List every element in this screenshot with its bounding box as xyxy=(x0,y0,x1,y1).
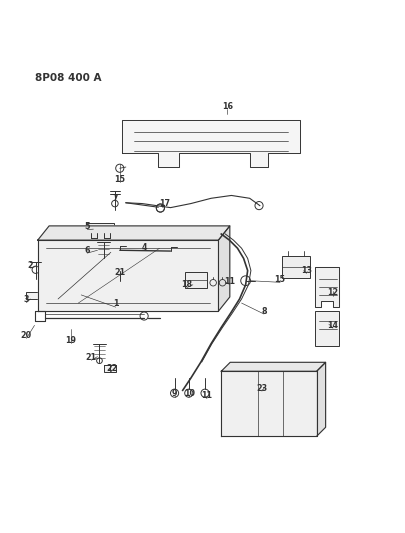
Polygon shape xyxy=(122,120,300,167)
Bar xyxy=(103,365,115,372)
Text: 17: 17 xyxy=(158,199,170,208)
Polygon shape xyxy=(38,226,229,240)
Text: 21: 21 xyxy=(85,353,97,362)
Text: 9: 9 xyxy=(171,389,177,398)
Text: 4: 4 xyxy=(141,243,147,252)
Text: 6: 6 xyxy=(84,246,90,255)
Bar xyxy=(314,311,338,346)
Bar xyxy=(184,272,207,288)
Text: 5: 5 xyxy=(84,222,90,231)
Text: 1: 1 xyxy=(113,300,118,309)
Text: 14: 14 xyxy=(326,321,338,330)
Text: 20: 20 xyxy=(21,331,32,340)
Bar xyxy=(87,223,113,233)
Bar xyxy=(281,255,309,278)
Text: 11: 11 xyxy=(201,391,212,400)
Text: 8: 8 xyxy=(260,306,266,316)
Polygon shape xyxy=(38,240,218,311)
Polygon shape xyxy=(218,226,229,311)
Text: 23: 23 xyxy=(256,384,267,393)
Text: 21: 21 xyxy=(114,269,125,278)
Text: 2: 2 xyxy=(28,261,33,270)
Text: 7: 7 xyxy=(113,194,118,203)
Text: 11: 11 xyxy=(223,277,234,286)
Text: 3: 3 xyxy=(23,295,29,304)
Text: 15: 15 xyxy=(274,275,285,284)
Polygon shape xyxy=(314,266,338,307)
Bar xyxy=(26,293,38,299)
Text: 19: 19 xyxy=(65,336,77,345)
Text: 13: 13 xyxy=(300,266,311,275)
Text: 15: 15 xyxy=(114,175,125,184)
Text: 12: 12 xyxy=(326,288,338,297)
Polygon shape xyxy=(221,372,316,436)
Polygon shape xyxy=(221,362,325,372)
Polygon shape xyxy=(316,362,325,436)
Text: 8P08 400 A: 8P08 400 A xyxy=(34,72,101,83)
Text: 16: 16 xyxy=(221,102,232,111)
Text: 10: 10 xyxy=(184,389,195,398)
Text: 22: 22 xyxy=(106,365,117,373)
Text: 18: 18 xyxy=(181,280,192,289)
